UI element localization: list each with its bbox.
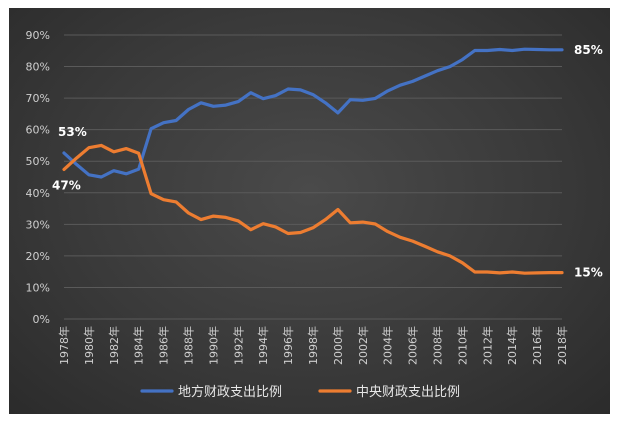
x-tick-label: 1998年 xyxy=(306,326,320,365)
y-tick-label: 10% xyxy=(26,281,50,294)
y-tick-label: 60% xyxy=(26,124,50,137)
x-tick-label: 2002年 xyxy=(356,326,370,365)
x-axis: 1978年 1980年 1982年 1984年 1986年 1988年 1990年 1992年… xyxy=(57,326,569,365)
y-tick-label: 80% xyxy=(26,61,50,74)
data-label: 85% xyxy=(574,43,603,57)
x-tick-label: 1980年 xyxy=(82,326,96,365)
y-tick-label: 0% xyxy=(33,313,50,326)
y-axis: 0% 10% 20% 30% 40% 50% 60% 70% 80% 90% xyxy=(26,29,50,326)
x-tick-label: 2012年 xyxy=(480,326,494,365)
x-tick-label: 2008年 xyxy=(431,326,445,365)
y-tick-label: 20% xyxy=(26,250,50,263)
y-tick-label: 30% xyxy=(26,218,50,231)
x-tick-label: 1990年 xyxy=(206,326,220,365)
x-tick-label: 2000年 xyxy=(331,326,345,365)
x-tick-label: 2018年 xyxy=(555,326,569,365)
legend: 地方财政支出比例 中央财政支出比例 xyxy=(140,384,460,400)
x-tick-label: 1982年 xyxy=(107,326,121,365)
y-tick-label: 40% xyxy=(26,187,50,200)
gridlines xyxy=(64,34,562,320)
x-tick-label: 1992年 xyxy=(231,326,245,365)
y-tick-label: 70% xyxy=(26,92,50,105)
x-tick-label: 2006年 xyxy=(406,326,420,365)
y-tick-label: 50% xyxy=(26,155,50,168)
x-tick-label: 2010年 xyxy=(455,326,469,365)
x-tick-label: 1984年 xyxy=(132,326,146,365)
x-tick-label: 2004年 xyxy=(381,326,395,365)
x-tick-label: 1986年 xyxy=(157,326,171,365)
x-tick-label: 1994年 xyxy=(256,326,270,365)
chart-frame xyxy=(9,8,610,414)
series-line-local xyxy=(62,47,564,179)
series-line-central xyxy=(62,143,564,275)
x-tick-label: 1996年 xyxy=(281,326,295,365)
data-labels: 53% 47% 85% 15% xyxy=(52,43,603,280)
data-label: 53% xyxy=(58,125,87,139)
y-tick-label: 90% xyxy=(26,29,50,42)
data-label: 15% xyxy=(574,266,603,280)
legend-label: 中央财政支出比例 xyxy=(356,385,460,400)
data-label: 47% xyxy=(52,178,81,192)
x-tick-label: 1978年 xyxy=(57,326,71,365)
legend-label: 地方财政支出比例 xyxy=(178,384,282,400)
series-lines xyxy=(62,47,564,275)
x-tick-label: 2016年 xyxy=(530,326,544,365)
x-tick-label: 2014年 xyxy=(505,326,519,365)
x-tick-label: 1988年 xyxy=(182,326,196,365)
